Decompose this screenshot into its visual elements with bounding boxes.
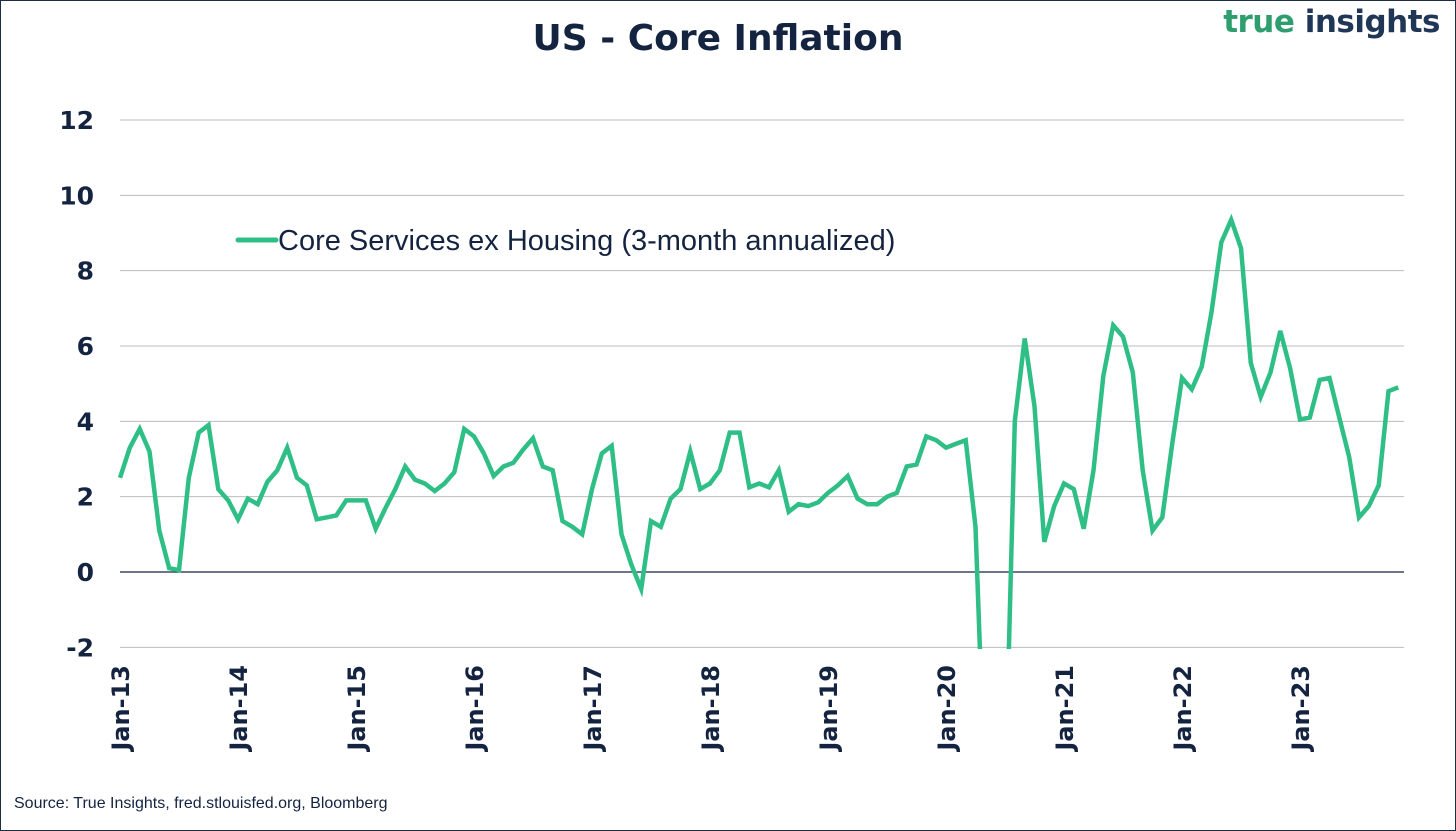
- chart-title: US - Core Inflation: [532, 18, 904, 59]
- y-tick-label: 10: [59, 181, 94, 210]
- y-tick-label: 4: [77, 407, 94, 436]
- y-tick-label: 0: [77, 558, 94, 587]
- x-tick-label: Jan-23: [1287, 665, 1315, 753]
- y-tick-label: 8: [77, 257, 94, 286]
- series-line: [117, 213, 1400, 649]
- legend: Core Services ex Housing (3-month annual…: [235, 225, 895, 257]
- x-tick-label: Jan-17: [579, 665, 607, 753]
- x-tick-label: Jan-16: [461, 665, 489, 753]
- x-tick-label: Jan-21: [1051, 665, 1079, 753]
- y-tick-label: -2: [66, 633, 94, 662]
- y-axis-ticks: -2 0 2 4 6 8 10 12: [59, 106, 94, 662]
- x-tick-label: Jan-18: [697, 665, 725, 753]
- brand-logo-insights: insights: [1304, 4, 1441, 40]
- series-group: [117, 213, 1400, 649]
- y-tick-label: 2: [77, 483, 94, 512]
- x-tick-label: Jan-14: [225, 665, 253, 753]
- y-tick-label: 6: [77, 332, 94, 361]
- x-tick-label: Jan-19: [815, 665, 843, 753]
- brand-logo: true insights: [1223, 4, 1440, 40]
- y-tick-label: 12: [59, 106, 94, 135]
- x-tick-label: Jan-13: [107, 665, 135, 753]
- source-note: Source: True Insights, fred.stlouisfed.o…: [14, 795, 388, 812]
- x-axis-ticks: Jan-13 Jan-14 Jan-15 Jan-16 Jan-17 Jan-18 Jan-…: [107, 665, 1315, 753]
- legend-label: Core Services ex Housing (3-month annual…: [278, 225, 895, 257]
- x-tick-label: Jan-20: [933, 665, 961, 753]
- gridlines: [120, 119, 1404, 648]
- brand-logo-true: true: [1223, 4, 1295, 40]
- x-tick-label: Jan-22: [1169, 665, 1197, 753]
- x-tick-label: Jan-15: [343, 665, 371, 753]
